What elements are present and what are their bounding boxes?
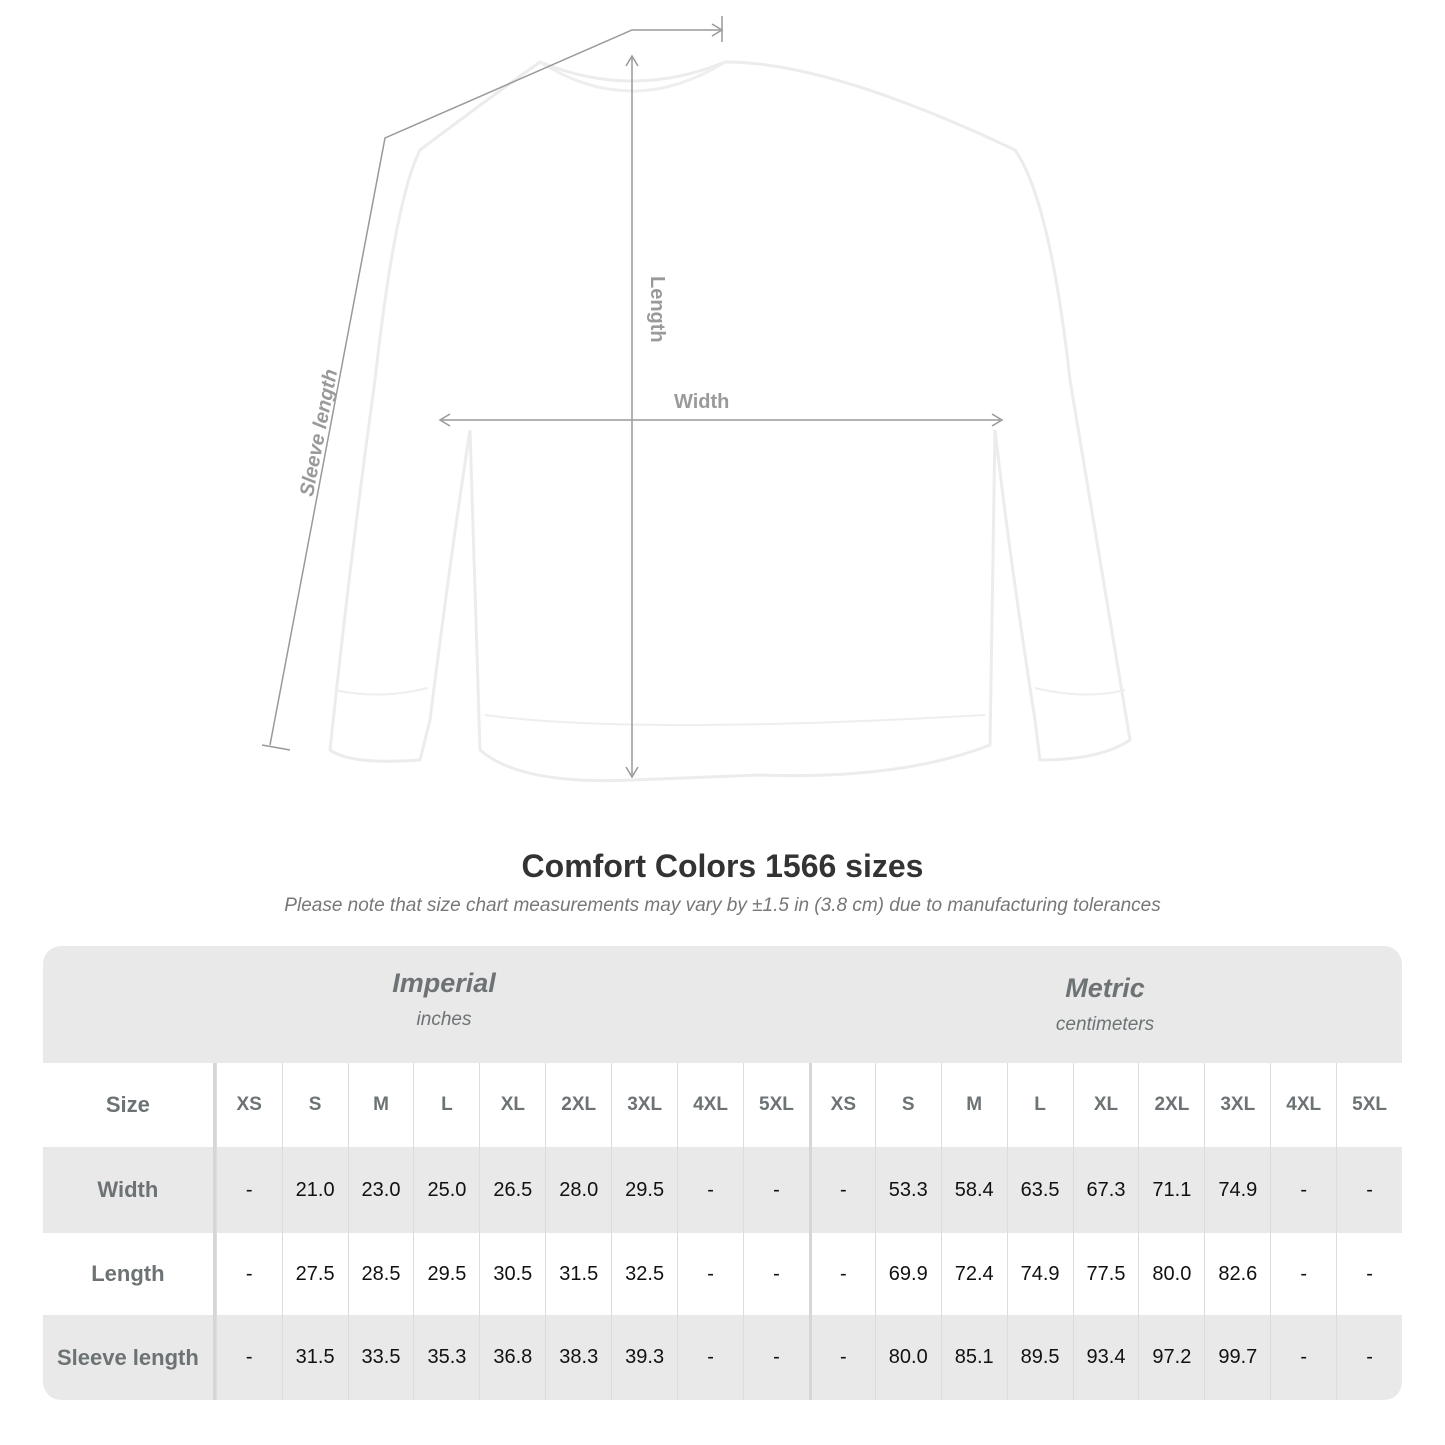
sweatshirt-body	[328, 60, 1132, 783]
imperial-value: -	[743, 1147, 809, 1233]
metric-value: 74.9	[1006, 1233, 1073, 1315]
size-column-label: Size	[43, 1063, 216, 1147]
imperial-size-2xl: 2XL	[545, 1063, 611, 1147]
imperial-value: -	[743, 1315, 809, 1400]
metric-value: -	[808, 1315, 875, 1400]
metric-value: 67.3	[1072, 1147, 1139, 1233]
imperial-value: -	[215, 1147, 282, 1233]
tolerance-note: Please note that size chart measurements…	[284, 895, 1161, 916]
imperial-value: -	[677, 1147, 743, 1233]
metric-size-5xl: 5XL	[1336, 1063, 1402, 1147]
metric-value: -	[808, 1147, 875, 1233]
imperial-size-3xl: 3XL	[611, 1063, 677, 1147]
metric-size-l: L	[1006, 1063, 1073, 1147]
metric-value: 77.5	[1072, 1233, 1139, 1315]
metric-value: 80.0	[1138, 1233, 1204, 1315]
imperial-header: Imperial inches	[216, 968, 672, 1031]
metric-value: 93.4	[1072, 1315, 1139, 1400]
imperial-value: -	[677, 1315, 743, 1400]
metric-value: 82.6	[1204, 1233, 1270, 1315]
imperial-value: 26.5	[479, 1147, 545, 1233]
table-row: Width -21.0 23.0 25.0 26.5 28.0 29.5- - -53.3 58.…	[43, 1147, 1402, 1233]
imperial-value: -	[743, 1233, 809, 1315]
imperial-title: Imperial	[392, 968, 496, 998]
metric-value: -	[808, 1233, 875, 1315]
imperial-size-xs: XS	[215, 1063, 282, 1147]
metric-size-xs: XS	[808, 1063, 875, 1147]
length-label: Length	[646, 276, 668, 343]
metric-header: Metric centimeters	[808, 973, 1402, 1036]
sweatshirt-diagram: Length Width Sleeve length	[261, 16, 1132, 783]
metric-value: 80.0	[874, 1315, 941, 1400]
metric-value: 58.4	[940, 1147, 1007, 1233]
metric-size-2xl: 2XL	[1138, 1063, 1204, 1147]
row-label: Width	[43, 1147, 216, 1233]
imperial-value: 28.5	[347, 1233, 414, 1315]
size-table: Imperial inches Metric centimeters Size X…	[43, 946, 1402, 1400]
table-row: Sleeve length -31.5 33.5 35.3 36.8 38.3 39.3- -…	[43, 1315, 1402, 1400]
imperial-value: 39.3	[611, 1315, 677, 1400]
metric-value: 69.9	[874, 1233, 941, 1315]
metric-size-s: S	[874, 1063, 941, 1147]
imperial-value: 23.0	[347, 1147, 414, 1233]
size-grid: Size XS S M L XL 2XL 3XL 4XL 5XL XS S M L XL 2XL 3XL 4XL 5…	[43, 1063, 1402, 1400]
imperial-value: -	[215, 1315, 282, 1400]
imperial-value: 28.0	[545, 1147, 611, 1233]
imperial-value: 27.5	[281, 1233, 348, 1315]
size-header-row: Size XS S M L XL 2XL 3XL 4XL 5XL XS S M L XL 2XL 3XL 4XL 5…	[43, 1063, 1402, 1147]
width-label: Width	[674, 391, 730, 413]
imperial-value: 29.5	[611, 1147, 677, 1233]
metric-value: 53.3	[874, 1147, 941, 1233]
metric-value: -	[1270, 1147, 1336, 1233]
metric-title: Metric	[1065, 973, 1145, 1003]
imperial-value: 31.5	[281, 1315, 348, 1400]
metric-unit: centimeters	[1055, 1014, 1155, 1035]
row-label: Sleeve length	[43, 1315, 216, 1400]
metric-value: -	[1336, 1147, 1402, 1233]
metric-value: 74.9	[1204, 1147, 1270, 1233]
metric-value: -	[1270, 1233, 1336, 1315]
metric-value: 63.5	[1006, 1147, 1073, 1233]
imperial-unit: inches	[416, 1009, 472, 1030]
metric-value: 99.7	[1204, 1315, 1270, 1400]
imperial-value: 30.5	[479, 1233, 545, 1315]
imperial-value: 32.5	[611, 1233, 677, 1315]
imperial-value: -	[215, 1233, 282, 1315]
sweatshirt-illustration	[261, 16, 1132, 783]
row-label: Length	[43, 1233, 216, 1315]
imperial-size-xl: XL	[479, 1063, 545, 1147]
table-row: Length -27.5 28.5 29.5 30.5 31.5 32.5- - -69.9 72…	[43, 1233, 1402, 1315]
imperial-value: 31.5	[545, 1233, 611, 1315]
metric-value: -	[1336, 1315, 1402, 1400]
imperial-value: 25.0	[413, 1147, 479, 1233]
metric-value: 97.2	[1138, 1315, 1204, 1400]
metric-value: -	[1270, 1315, 1336, 1400]
metric-value: -	[1336, 1233, 1402, 1315]
size-chart-title: Comfort Colors 1566 sizes	[521, 848, 924, 884]
imperial-size-4xl: 4XL	[677, 1063, 743, 1147]
imperial-value: 38.3	[545, 1315, 611, 1400]
imperial-value: 29.5	[413, 1233, 479, 1315]
imperial-size-m: M	[347, 1063, 414, 1147]
metric-size-3xl: 3XL	[1204, 1063, 1270, 1147]
metric-value: 85.1	[940, 1315, 1007, 1400]
imperial-value: 35.3	[413, 1315, 479, 1400]
metric-value: 71.1	[1138, 1147, 1204, 1233]
table-header: Imperial inches Metric centimeters	[43, 946, 1402, 1063]
metric-size-4xl: 4XL	[1270, 1063, 1336, 1147]
metric-size-xl: XL	[1072, 1063, 1139, 1147]
metric-size-m: M	[940, 1063, 1007, 1147]
imperial-size-5xl: 5XL	[743, 1063, 809, 1147]
metric-value: 72.4	[940, 1233, 1007, 1315]
imperial-value: 21.0	[281, 1147, 348, 1233]
imperial-value: 36.8	[479, 1315, 545, 1400]
metric-value: 89.5	[1006, 1315, 1073, 1400]
sleeve-line	[269, 29, 720, 746]
imperial-value: -	[677, 1233, 743, 1315]
imperial-size-l: L	[413, 1063, 479, 1147]
imperial-size-s: S	[281, 1063, 348, 1147]
imperial-value: 33.5	[347, 1315, 414, 1400]
